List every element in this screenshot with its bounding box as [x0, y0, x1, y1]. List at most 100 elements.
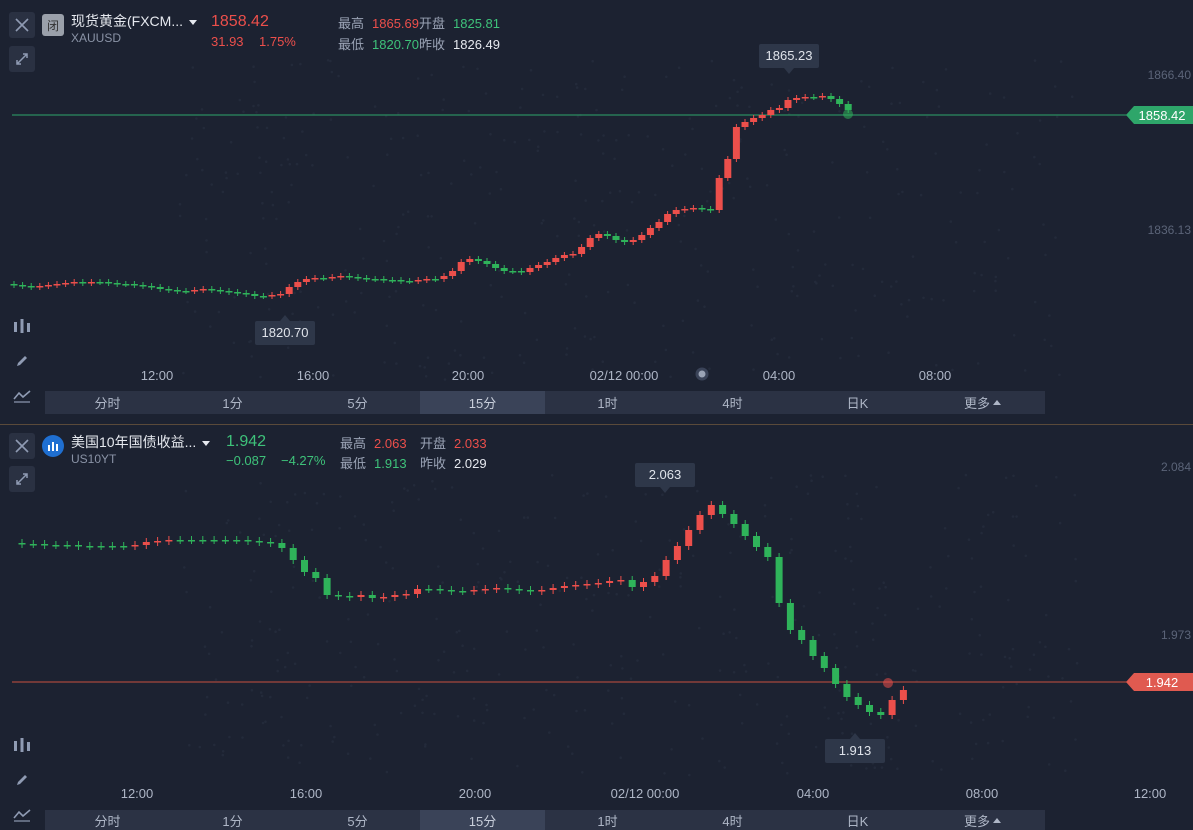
map-dot	[575, 709, 578, 713]
map-dot	[964, 473, 968, 477]
candle-body	[578, 247, 586, 254]
map-dot	[1003, 170, 1006, 174]
map-dot	[817, 633, 821, 637]
map-dot	[1011, 515, 1015, 518]
tab-more[interactable]: 更多	[920, 810, 1045, 830]
map-dot	[840, 717, 843, 721]
map-dot	[413, 704, 417, 707]
map-dot	[470, 173, 473, 176]
draw-pen-icon[interactable]	[9, 767, 35, 793]
map-dot	[214, 678, 218, 681]
map-dot	[1074, 557, 1077, 561]
map-dot	[834, 549, 837, 553]
candle-body	[357, 595, 365, 597]
tab-timeframe[interactable]: 4时	[722, 396, 743, 411]
tab-timeframe-active[interactable]: 15分	[420, 391, 545, 414]
map-dot	[755, 703, 759, 706]
candle-body	[798, 630, 806, 640]
map-dot	[542, 219, 545, 222]
map-dot	[299, 62, 302, 66]
map-dot	[861, 267, 865, 271]
tab-timeframe[interactable]: 分时	[94, 396, 121, 411]
tab-timeframe[interactable]: 分时	[94, 813, 121, 829]
line-chart-icon[interactable]	[9, 383, 35, 409]
map-dot	[860, 517, 863, 521]
map-dot	[225, 521, 229, 525]
map-dot	[585, 597, 588, 601]
map-dot	[1032, 653, 1036, 656]
map-dot	[248, 340, 251, 344]
tab-timeframe[interactable]: 1分	[222, 396, 243, 411]
map-dot	[714, 104, 718, 108]
us10y-candlestick-chart[interactable]: 2.084 1.973 12:00 16:00 20:00 02/12 00:00 04:0…	[0, 425, 1193, 808]
map-dot	[610, 722, 614, 725]
close-icon[interactable]	[9, 12, 35, 38]
tab-timeframe[interactable]: 1时	[597, 813, 618, 829]
min-price-label-pointer	[280, 315, 290, 321]
map-dot	[481, 589, 484, 593]
gold-candlestick-chart[interactable]: 1866.40 1836.13 12:00 16:00 20:00 02/12 00:00…	[0, 0, 1193, 390]
tab-more[interactable]: 更多	[920, 391, 1045, 414]
tab-timeframe-active[interactable]: 15分	[420, 810, 545, 830]
price-change-pct: 1.75%	[259, 34, 296, 49]
map-dot	[545, 688, 548, 692]
map-dot	[458, 629, 461, 633]
map-dot	[837, 711, 840, 715]
symbol-selector[interactable]: 美国10年国债收益...	[71, 432, 211, 452]
map-dot	[516, 764, 519, 768]
map-dot	[282, 136, 286, 140]
map-dot	[771, 108, 775, 111]
candle-body	[139, 285, 147, 287]
tab-timeframe[interactable]: 1分	[222, 813, 243, 829]
tab-timeframe[interactable]: 5分	[347, 396, 368, 411]
map-dot	[406, 489, 410, 492]
tab-timeframe[interactable]: 4时	[722, 813, 743, 829]
line-chart-icon[interactable]	[9, 802, 35, 828]
candle-body	[86, 546, 94, 548]
map-dot	[485, 708, 489, 712]
map-dot	[475, 585, 479, 588]
expand-icon[interactable]	[9, 466, 35, 492]
tab-timeframe[interactable]: 1时	[597, 396, 618, 411]
expand-icon[interactable]	[9, 46, 35, 72]
symbol-selector[interactable]: 现货黄金(FXCM...	[71, 11, 197, 31]
candle-body	[617, 580, 625, 582]
map-dot	[934, 152, 937, 155]
map-dot	[732, 196, 735, 200]
map-dot	[727, 523, 730, 526]
map-dot	[1073, 493, 1077, 497]
map-dot	[191, 66, 195, 69]
draw-pen-icon[interactable]	[9, 348, 35, 374]
map-dot	[661, 653, 665, 656]
map-dot	[274, 534, 277, 538]
indicator-icon[interactable]	[9, 732, 35, 758]
map-dot	[435, 617, 438, 621]
map-dot	[338, 526, 341, 530]
map-dot	[540, 221, 544, 225]
map-dot	[1012, 334, 1016, 337]
map-dot	[434, 308, 438, 312]
tab-timeframe[interactable]: 5分	[347, 813, 368, 829]
close-icon[interactable]	[9, 433, 35, 459]
map-dot	[220, 631, 224, 634]
candle-body	[549, 588, 557, 590]
map-dot	[1012, 474, 1015, 478]
map-dot	[385, 324, 389, 328]
map-dot	[424, 375, 428, 378]
map-dot	[849, 764, 853, 767]
candle-body	[646, 228, 654, 235]
tab-timeframe[interactable]: 日K	[846, 813, 869, 829]
map-dot	[718, 595, 722, 599]
map-dot	[267, 308, 271, 311]
map-dot	[388, 600, 391, 603]
indicator-icon[interactable]	[9, 313, 35, 339]
map-dot	[787, 732, 791, 736]
map-dot	[661, 493, 664, 496]
map-dot	[417, 687, 421, 691]
min-price-label: 1820.70	[262, 325, 309, 340]
tab-timeframe[interactable]: 日K	[846, 396, 869, 411]
candle-body	[173, 290, 181, 292]
map-dot	[499, 187, 503, 191]
map-dot	[473, 222, 477, 225]
map-dot	[911, 255, 915, 258]
